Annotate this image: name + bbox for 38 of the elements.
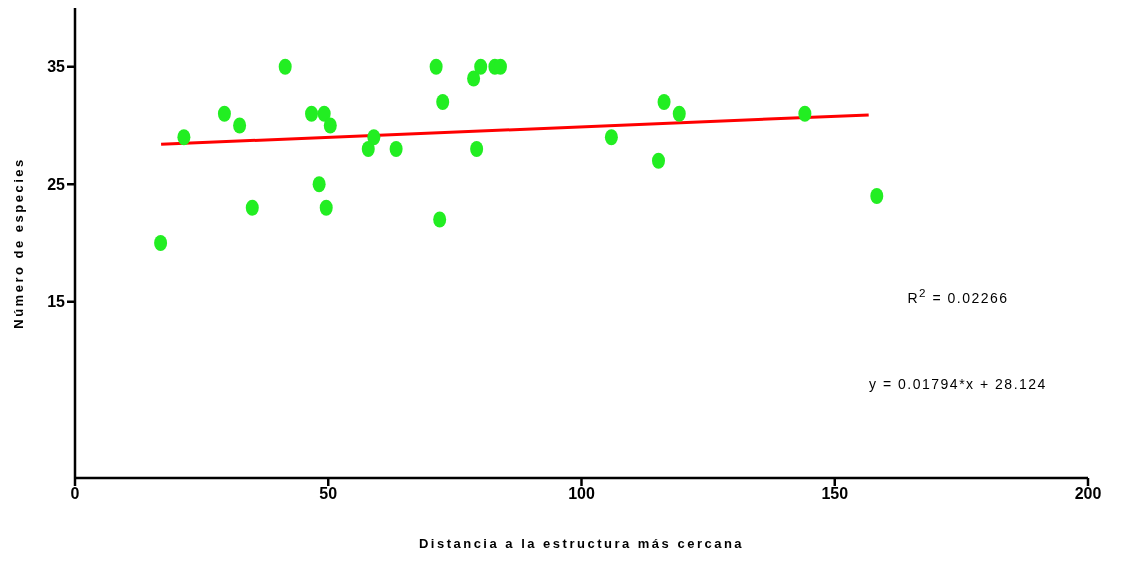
point	[177, 129, 191, 146]
point	[429, 58, 443, 75]
point	[317, 105, 331, 122]
point	[319, 199, 333, 216]
y-axis-title: Número de especies	[10, 157, 26, 329]
point	[470, 141, 484, 157]
point	[389, 141, 403, 157]
point	[245, 199, 259, 216]
point	[323, 117, 337, 134]
point	[367, 129, 381, 146]
point	[233, 117, 247, 134]
point	[312, 176, 326, 193]
x-tick-label: 150	[821, 485, 849, 503]
y-tick-label: 25	[47, 175, 66, 193]
point	[604, 129, 618, 146]
point	[305, 105, 319, 122]
annotation: R$^{2}$ = 0.02266	[906, 286, 1010, 306]
x-tick-label: 100	[568, 485, 595, 503]
point	[433, 211, 447, 228]
point	[474, 58, 488, 75]
point	[361, 141, 375, 157]
point	[798, 105, 812, 122]
point	[436, 94, 450, 110]
point	[672, 105, 686, 122]
point	[154, 235, 168, 251]
x-tick-label: 200	[1074, 485, 1102, 503]
x-axis-title: Distancia a la estructura más cercana	[418, 536, 745, 551]
point	[657, 94, 671, 110]
x-tick-label: 0	[70, 485, 80, 503]
y-tick-label: 15	[47, 293, 66, 311]
point	[278, 58, 292, 75]
point	[217, 105, 231, 122]
point	[467, 70, 481, 87]
y-tick-label: 35	[47, 58, 66, 76]
point	[651, 152, 665, 169]
point	[870, 188, 884, 204]
x-tick-label: 50	[319, 485, 338, 503]
annotation: y = 0.01794*x + 28.124	[868, 376, 1048, 392]
